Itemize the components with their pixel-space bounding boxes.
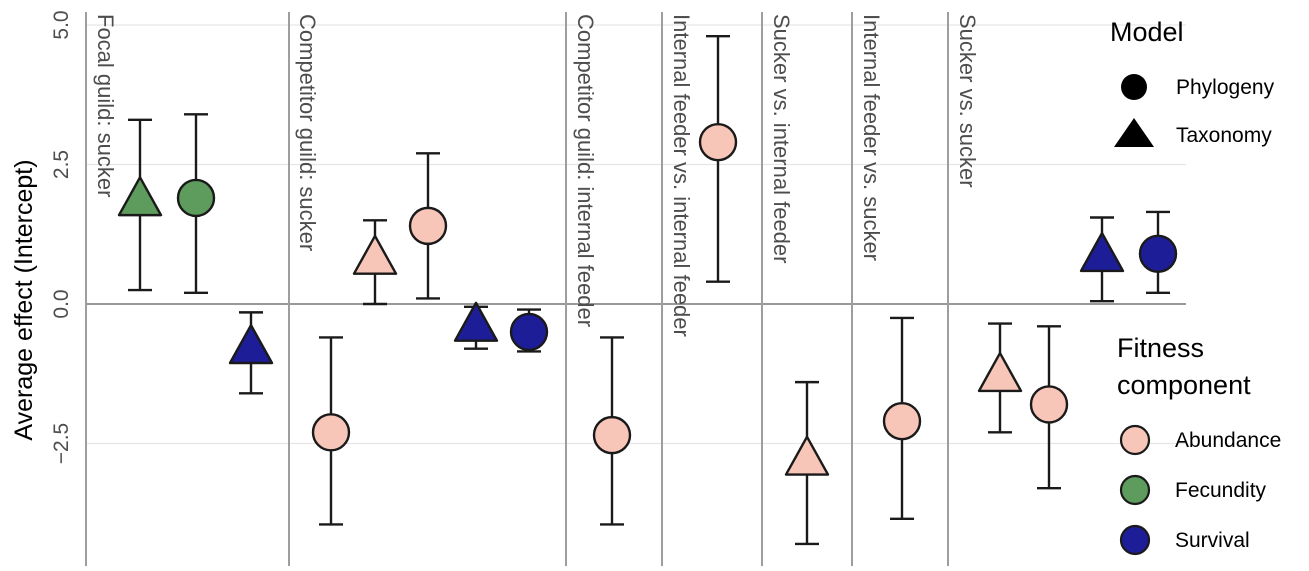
legend-model-label-1: Taxonomy	[1176, 124, 1272, 147]
legend-model-triangle-icon	[1114, 118, 1154, 147]
data-points	[117, 122, 1178, 476]
y-tick-label-0: 5.0	[50, 10, 73, 39]
legend-model-label-0: Phylogeny	[1176, 76, 1275, 99]
panel-label-4: Sucker vs. internal feeder	[769, 14, 794, 263]
point-8	[592, 415, 632, 455]
point-6	[453, 301, 499, 342]
point-14	[1079, 231, 1125, 273]
point-12	[977, 351, 1023, 393]
panel-label-5: Internal feeder vs. sucker	[859, 14, 884, 261]
panel-label-0: Focal guild: sucker	[93, 14, 118, 197]
legend-fitness-label-2: Survival	[1175, 529, 1250, 552]
point-0	[117, 176, 163, 217]
panel-dividers	[85, 12, 949, 566]
panel-label-6: Sucker vs. sucker	[955, 14, 980, 188]
legend-fitness-title-line-1: component	[1117, 370, 1251, 400]
point-5	[408, 206, 448, 246]
legend-fitness-swatch-2	[1119, 524, 1151, 556]
point-2	[228, 324, 274, 365]
panel-label-2: Competitor guild: internal feeder	[573, 14, 598, 327]
legend-fitness-label-1: Fecundity	[1175, 479, 1267, 502]
panel-label-3: Internal feeder vs. internal feeder	[669, 14, 694, 337]
panel-labels: Focal guild: sucker Competitor guild: suc…	[93, 14, 980, 337]
legend-fitness-swatch-0	[1119, 424, 1151, 456]
point-1	[176, 178, 216, 218]
point-4	[352, 234, 398, 275]
error-bars	[128, 34, 1170, 546]
legend: Model Phylogeny Taxonomy Fitness component Ab…	[1110, 17, 1281, 556]
y-tick-label-3: −2.5	[50, 423, 73, 464]
panel-label-1: Competitor guild: sucker	[295, 14, 320, 251]
gridlines	[86, 24, 1186, 445]
point-7	[509, 312, 549, 352]
y-tick-label-2: 0.0	[50, 289, 73, 318]
point-3	[311, 413, 351, 452]
legend-model-circle-icon	[1121, 74, 1147, 100]
legend-fitness-label-0: Abundance	[1175, 429, 1281, 452]
point-9	[698, 122, 738, 162]
point-11	[882, 401, 922, 441]
legend-fitness-title-line-0: Fitness	[1117, 333, 1204, 363]
point-13	[1029, 385, 1069, 424]
point-15	[1138, 234, 1178, 273]
legend-model-title: Model	[1110, 17, 1184, 47]
y-tick-label-1: 2.5	[50, 150, 73, 179]
legend-fitness-swatch-1	[1119, 474, 1151, 506]
y-axis-title: Average effect (Intercept)	[10, 159, 38, 440]
point-10	[784, 435, 830, 476]
y-axis: Average effect (Intercept) 5.0 2.5 0.0 −2.5	[10, 10, 73, 464]
